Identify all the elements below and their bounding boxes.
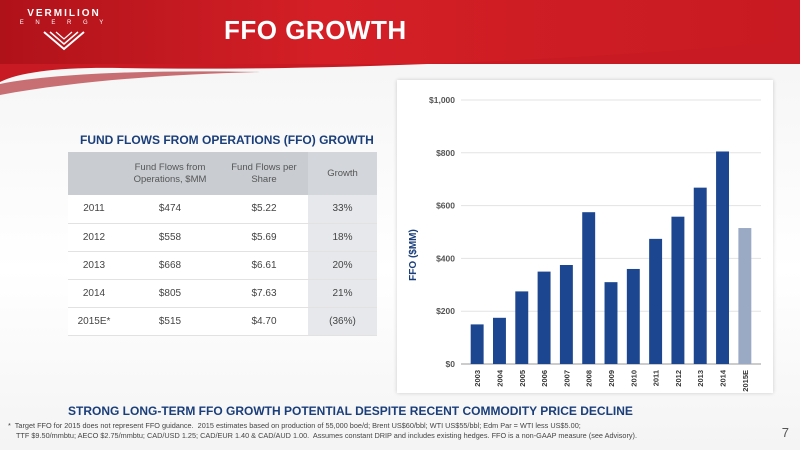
col-header-growth: Growth xyxy=(308,152,377,195)
bar-2006 xyxy=(537,271,551,364)
cell-growth: (36%) xyxy=(308,307,377,336)
vermilion-logo: VERMILION E N E R G Y xyxy=(14,6,114,60)
bar-2015E xyxy=(738,228,752,364)
logo-v-icon xyxy=(43,31,85,51)
y-tick-label: $0 xyxy=(446,359,456,369)
cell-year: 2011 xyxy=(68,195,120,224)
table-header-row: Fund Flows from Operations, $MM Fund Flo… xyxy=(68,152,377,195)
x-tick-label: 2013 xyxy=(696,370,705,387)
y-axis-label: FFO ($MM) xyxy=(408,229,419,281)
cell-ffo: $515 xyxy=(120,307,220,336)
cell-ffo: $805 xyxy=(120,279,220,308)
ffo-chart: $0 $200 $400 $600 $800 $1,000 2003 2004 2005 2006… xyxy=(397,80,773,393)
y-tick-label: $200 xyxy=(436,306,455,316)
bar-2014 xyxy=(716,151,730,364)
x-tick-label: 2007 xyxy=(562,370,571,387)
x-tick-label: 2011 xyxy=(652,370,661,386)
footnote-line-1: * Target FFO for 2015 does not represent… xyxy=(8,421,581,430)
table-row: 2011 $474 $5.22 33% xyxy=(68,195,377,224)
cell-per-share: $4.70 xyxy=(220,307,308,336)
page-title: FFO GROWTH xyxy=(224,15,407,45)
col-header-year xyxy=(68,152,120,195)
cell-ffo: $474 xyxy=(120,195,220,224)
logo-name: VERMILION xyxy=(27,8,101,19)
col-header-ffo: Fund Flows from Operations, $MM xyxy=(120,152,220,195)
y-tick-label: $400 xyxy=(436,253,455,263)
headline: STRONG LONG-TERM FFO GROWTH POTENTIAL DE… xyxy=(68,404,633,418)
cell-year: 2013 xyxy=(68,251,120,280)
x-tick-label: 2015E xyxy=(741,370,750,392)
bar-2008 xyxy=(582,212,596,364)
cell-growth: 20% xyxy=(308,251,377,280)
table-row: 2012 $558 $5.69 18% xyxy=(68,223,377,252)
bar-2010 xyxy=(626,268,640,364)
x-tick-label: 2009 xyxy=(607,370,616,387)
cell-ffo: $668 xyxy=(120,251,220,280)
cell-per-share: $7.63 xyxy=(220,279,308,308)
footnote-line-2: TTF $9.50/mmbtu; AECO $2.75/mmbtu; CAD/U… xyxy=(8,431,638,440)
x-tick-label: 2014 xyxy=(719,369,728,387)
x-tick-label: 2004 xyxy=(495,369,504,387)
cell-ffo: $558 xyxy=(120,223,220,252)
cell-growth: 21% xyxy=(308,279,377,308)
cell-growth: 33% xyxy=(308,195,377,224)
x-tick-label: 2008 xyxy=(585,370,594,387)
x-tick-label: 2003 xyxy=(473,370,482,387)
y-tick-label: $600 xyxy=(436,201,455,211)
table-title: FUND FLOWS FROM OPERATIONS (FFO) GROWTH xyxy=(80,133,374,147)
logo-sub: E N E R G Y xyxy=(19,20,109,26)
footnote: * Target FFO for 2015 does not represent… xyxy=(8,421,768,441)
y-tick-label: $1,000 xyxy=(429,95,455,105)
bar-2009 xyxy=(604,282,618,364)
cell-per-share: $5.69 xyxy=(220,223,308,252)
bar-2005 xyxy=(515,291,529,364)
col-header-per-share: Fund Flows per Share xyxy=(220,152,308,195)
bar-2011 xyxy=(649,238,663,364)
table-row: 2015E* $515 $4.70 (36%) xyxy=(68,307,377,336)
x-tick-label: 2006 xyxy=(540,370,549,387)
cell-per-share: $5.22 xyxy=(220,195,308,224)
x-tick-label: 2005 xyxy=(518,370,527,387)
ffo-chart-svg: $0 $200 $400 $600 $800 $1,000 2003 2004 2005 2006… xyxy=(408,95,761,392)
cell-growth: 18% xyxy=(308,223,377,252)
bar-2013 xyxy=(693,187,707,364)
cell-year: 2012 xyxy=(68,223,120,252)
table-row: 2013 $668 $6.61 20% xyxy=(68,251,377,280)
cell-year: 2014 xyxy=(68,279,120,308)
cell-year: 2015E* xyxy=(68,307,120,336)
x-tick-label: 2012 xyxy=(674,370,683,387)
table-row: 2014 $805 $7.63 21% xyxy=(68,279,377,308)
bar-2007 xyxy=(559,265,573,364)
y-tick-label: $800 xyxy=(436,148,455,158)
bar-2012 xyxy=(671,216,685,364)
ffo-table: Fund Flows from Operations, $MM Fund Flo… xyxy=(68,152,377,336)
bar-2003 xyxy=(470,324,484,364)
cell-per-share: $6.61 xyxy=(220,251,308,280)
bar-2004 xyxy=(492,317,506,364)
page-number: 7 xyxy=(781,425,789,440)
x-tick-label: 2010 xyxy=(629,370,638,387)
